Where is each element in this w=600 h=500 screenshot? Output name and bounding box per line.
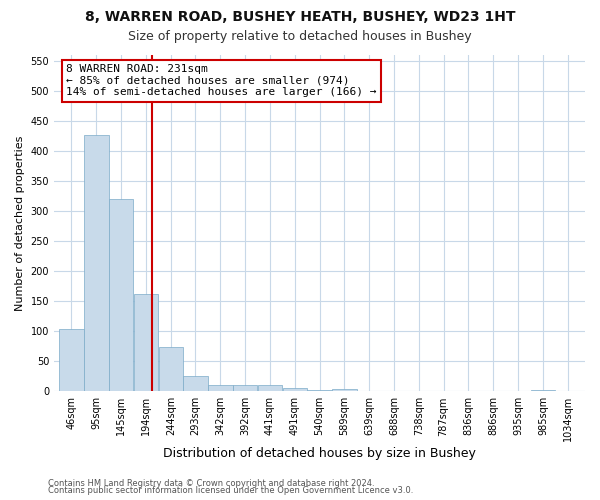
Bar bbox=[134, 294, 158, 392]
Bar bbox=[59, 329, 83, 392]
Bar bbox=[208, 386, 233, 392]
Bar bbox=[332, 389, 357, 392]
Text: Size of property relative to detached houses in Bushey: Size of property relative to detached ho… bbox=[128, 30, 472, 43]
Text: Contains HM Land Registry data © Crown copyright and database right 2024.: Contains HM Land Registry data © Crown c… bbox=[48, 478, 374, 488]
Bar bbox=[307, 390, 332, 392]
Text: Contains public sector information licensed under the Open Government Licence v3: Contains public sector information licen… bbox=[48, 486, 413, 495]
Bar bbox=[531, 390, 555, 392]
Bar bbox=[283, 388, 307, 392]
Bar bbox=[158, 347, 183, 392]
Text: 8, WARREN ROAD, BUSHEY HEATH, BUSHEY, WD23 1HT: 8, WARREN ROAD, BUSHEY HEATH, BUSHEY, WD… bbox=[85, 10, 515, 24]
X-axis label: Distribution of detached houses by size in Bushey: Distribution of detached houses by size … bbox=[163, 447, 476, 460]
Bar bbox=[109, 199, 133, 392]
Bar bbox=[233, 384, 257, 392]
Text: 8 WARREN ROAD: 231sqm
← 85% of detached houses are smaller (974)
14% of semi-det: 8 WARREN ROAD: 231sqm ← 85% of detached … bbox=[66, 64, 377, 97]
Bar bbox=[257, 386, 283, 392]
Bar bbox=[84, 135, 109, 392]
Bar bbox=[183, 376, 208, 392]
Y-axis label: Number of detached properties: Number of detached properties bbox=[15, 136, 25, 311]
